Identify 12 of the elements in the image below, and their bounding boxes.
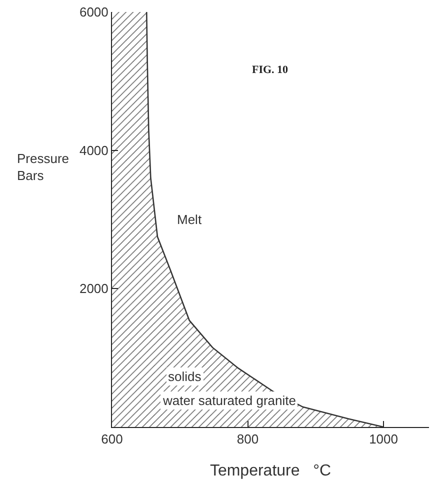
x-axis-title: Temperature °C [210,462,332,480]
x-tick-label: 800 [236,432,259,447]
y-tick-label: 4000 [79,142,108,158]
annotation: Melt [177,212,202,227]
annotation: FIG. 10 [252,64,289,76]
y-tick-label: 2000 [79,281,108,296]
annotation: water saturated granite [162,393,296,408]
x-tick-label: 600 [101,432,123,447]
x-tick-label: 1000 [369,432,398,447]
y-tick-label: 6000 [79,4,108,20]
y-axis-title: Pressure Bars [17,151,70,183]
annotation: solids [168,369,202,384]
